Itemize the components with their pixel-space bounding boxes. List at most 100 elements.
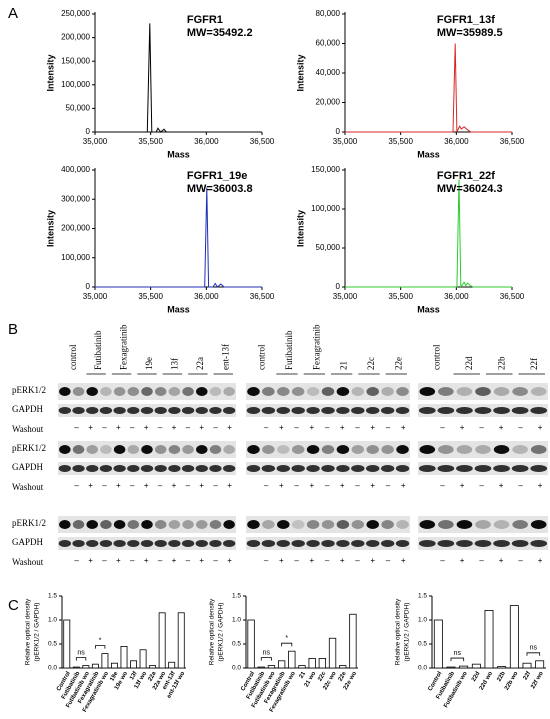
band — [59, 387, 71, 396]
panel-label: B — [8, 321, 18, 338]
band — [530, 520, 547, 529]
band — [72, 520, 85, 529]
row-label: GAPDH — [12, 537, 44, 547]
y-axis-label: Relative optical density — [395, 598, 402, 665]
band — [196, 445, 208, 454]
band — [72, 387, 85, 396]
y-tick-label: 0 — [86, 282, 91, 291]
band — [140, 407, 154, 414]
washout-signs: – + – + – + – + – + – + — [74, 556, 232, 565]
y-tick-label: 100,000 — [61, 253, 90, 262]
blot-perk — [246, 441, 410, 458]
band — [154, 407, 167, 414]
bar — [277, 660, 286, 669]
band — [277, 520, 290, 529]
band — [306, 465, 320, 472]
y-tick-label: 50,000 — [66, 104, 91, 113]
y-axis-label: Intensity — [295, 54, 305, 91]
bar — [522, 662, 532, 669]
band — [72, 407, 85, 414]
band — [247, 520, 260, 529]
x-tick-label: 36,000 — [444, 137, 469, 146]
y-tick-label: 100,000 — [61, 80, 90, 89]
band — [381, 520, 394, 529]
band — [456, 520, 473, 529]
annotation: MW=35989.5 — [437, 27, 503, 39]
band — [395, 407, 410, 414]
band — [366, 407, 380, 414]
band — [58, 407, 72, 414]
band — [195, 465, 208, 472]
band — [366, 445, 379, 454]
significance-bracket — [75, 657, 87, 661]
significance-bracket — [260, 657, 272, 661]
bar — [471, 663, 481, 669]
bar — [446, 666, 456, 669]
band — [127, 540, 140, 547]
band — [154, 445, 167, 454]
y-tick-label: 0 — [336, 127, 341, 136]
row-label: pERK1/2 — [12, 518, 46, 528]
band — [113, 407, 126, 414]
significance-bracket — [526, 652, 541, 656]
bar — [111, 662, 118, 669]
row-label: Washout — [12, 557, 44, 567]
band — [140, 540, 154, 547]
band — [127, 387, 140, 396]
row-label: pERK1/2 — [12, 385, 46, 395]
bar — [349, 613, 357, 669]
band — [154, 387, 167, 396]
band — [321, 407, 335, 414]
band — [437, 465, 455, 472]
band — [209, 407, 222, 414]
lane-label: 22a — [195, 357, 205, 370]
band — [276, 540, 290, 547]
band — [181, 540, 195, 547]
band — [475, 387, 491, 396]
band — [530, 540, 548, 547]
washout-signs: – + – + – + – + – + – + — [74, 481, 232, 490]
band — [418, 465, 436, 472]
band — [168, 407, 181, 414]
row-label: pERK1/2 — [12, 443, 46, 453]
x-tick-label: 19e — [109, 670, 120, 682]
band — [209, 540, 222, 547]
band — [140, 465, 154, 472]
bar — [120, 646, 128, 669]
y-tick-label: 40,000 — [316, 68, 341, 77]
lane-label: control — [431, 344, 441, 370]
row-label: GAPDH — [12, 462, 44, 472]
band — [181, 407, 195, 414]
band — [262, 445, 275, 454]
blot-perk — [418, 441, 548, 458]
band — [456, 407, 473, 414]
blot-perk — [418, 516, 548, 533]
band — [366, 387, 379, 396]
band — [474, 540, 492, 547]
band — [336, 520, 350, 529]
annotation: FGFR1_19e — [187, 170, 248, 182]
band — [474, 465, 492, 472]
band — [321, 387, 335, 396]
y-tick-label: 150,000 — [311, 165, 340, 174]
band — [291, 465, 305, 472]
bar — [91, 663, 99, 669]
lane-label: control — [68, 344, 78, 370]
y-tick-label: 1.5 — [48, 593, 57, 600]
y-tick-label: 1.5 — [418, 593, 427, 600]
band — [321, 465, 335, 472]
bar — [339, 665, 347, 669]
band — [168, 445, 181, 454]
band — [456, 540, 473, 547]
bar — [433, 619, 443, 669]
band — [261, 540, 276, 547]
bar — [535, 660, 545, 669]
band — [100, 520, 112, 529]
y-tick-label: 0.5 — [48, 641, 57, 648]
lane-label: ent-13f — [220, 344, 230, 370]
y-tick-label: 0.0 — [418, 665, 427, 672]
band — [86, 520, 98, 529]
band — [58, 540, 72, 547]
x-tick-label: 36,500 — [500, 137, 525, 146]
